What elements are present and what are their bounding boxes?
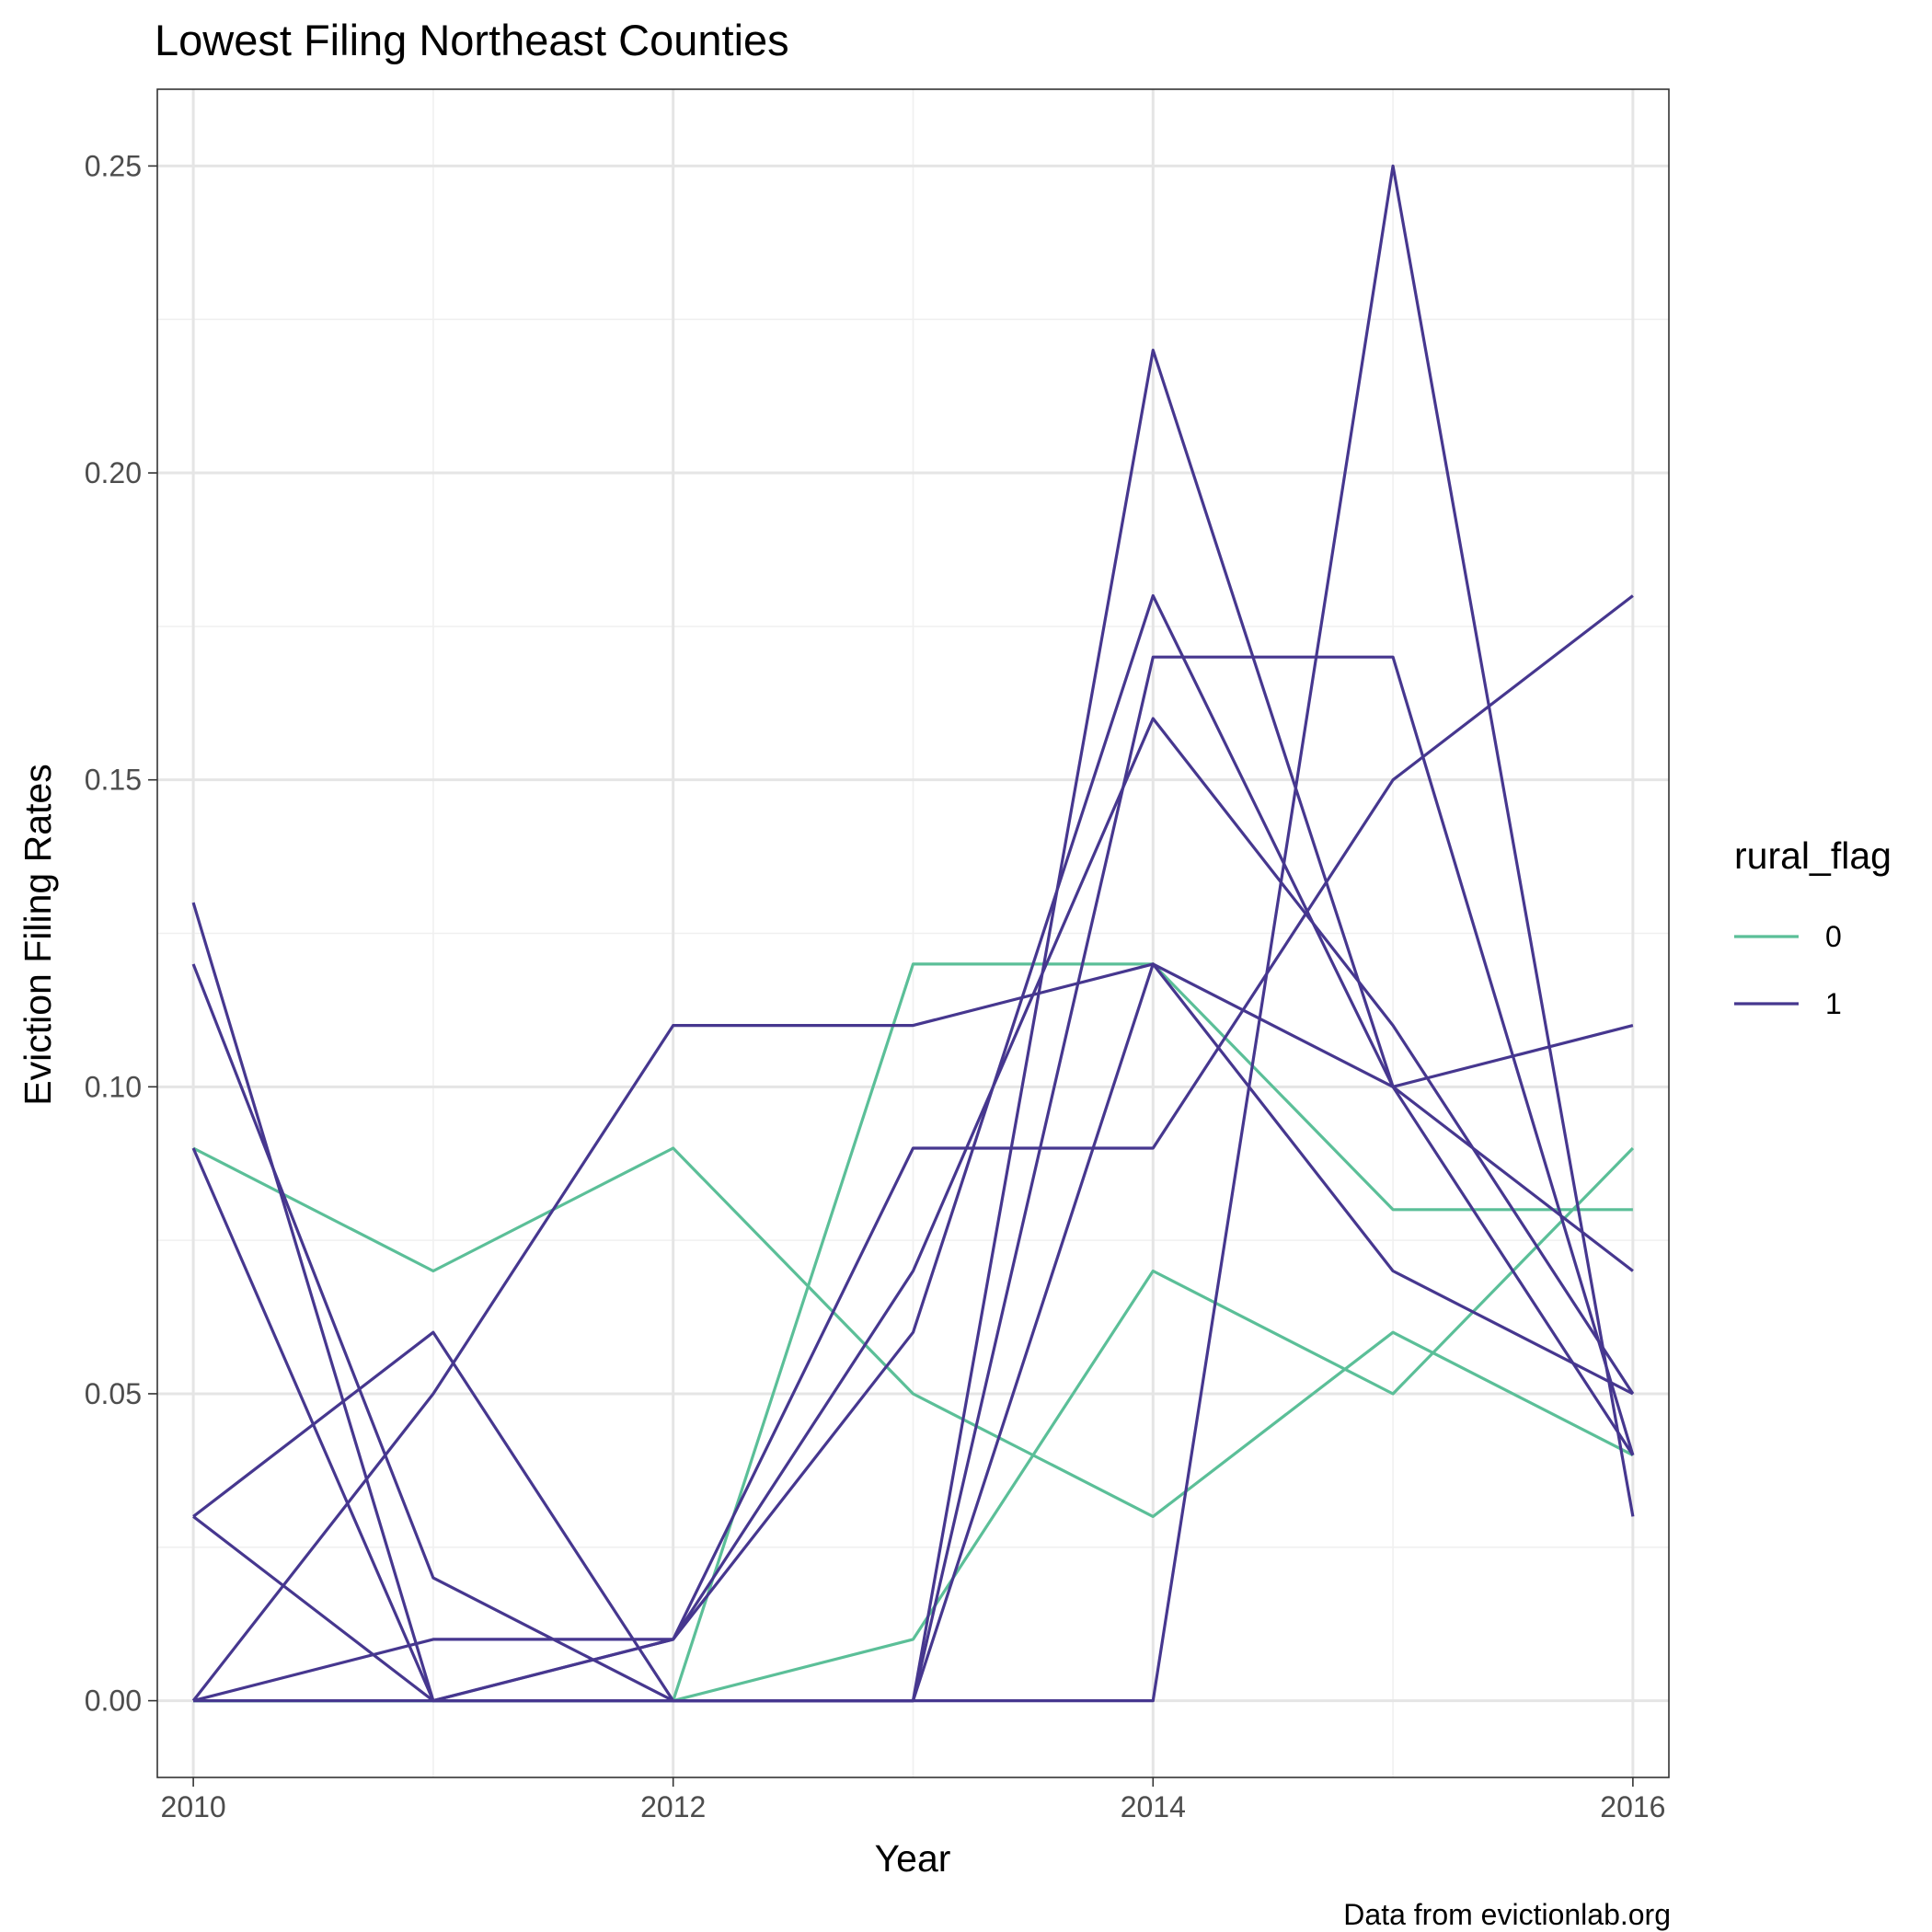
legend-entry: 0 — [1734, 920, 1842, 953]
x-tick-label: 2014 — [1121, 1790, 1186, 1823]
series-line-rural-1 — [192, 594, 1634, 1703]
minor-gridlines — [157, 89, 1669, 1777]
series-lines — [191, 164, 1635, 1703]
y-tick-label: 0.15 — [85, 764, 142, 797]
x-tick-label: 2012 — [640, 1790, 706, 1823]
caption: Data from evictionlab.org — [1343, 1898, 1671, 1931]
chart-title: Lowest Filing Northeast Counties — [155, 16, 789, 64]
x-tick-label: 2010 — [161, 1790, 226, 1823]
legend-entries: 01 — [1734, 920, 1842, 1020]
x-axis-title: Year — [875, 1837, 951, 1880]
legend-title: rural_flag — [1734, 834, 1892, 877]
y-tick-label: 0.05 — [85, 1377, 142, 1410]
series-line-rural-1 — [191, 962, 1634, 1702]
legend-label: 1 — [1825, 987, 1842, 1020]
legend-entry: 1 — [1734, 987, 1842, 1020]
plot-panel — [156, 88, 1670, 1778]
y-tick-label: 0.00 — [85, 1685, 142, 1718]
legend-label: 0 — [1825, 920, 1842, 953]
y-axis-title: Eviction Filing Rates — [17, 764, 59, 1105]
x-tick-label: 2016 — [1600, 1790, 1665, 1823]
y-tick-label: 0.10 — [85, 1070, 142, 1103]
series-line-rural-1 — [193, 962, 1634, 1703]
legend: rural_flag 01 — [1734, 834, 1892, 1020]
y-tick-label: 0.20 — [85, 456, 142, 489]
axis-ticks: 2010 2012 2014 2016 0.00 0.05 0.10 0.15 0.20 0.25 — [85, 149, 1666, 1823]
series-line-rural-0 — [192, 1146, 1634, 1519]
y-tick-label: 0.25 — [85, 149, 142, 182]
